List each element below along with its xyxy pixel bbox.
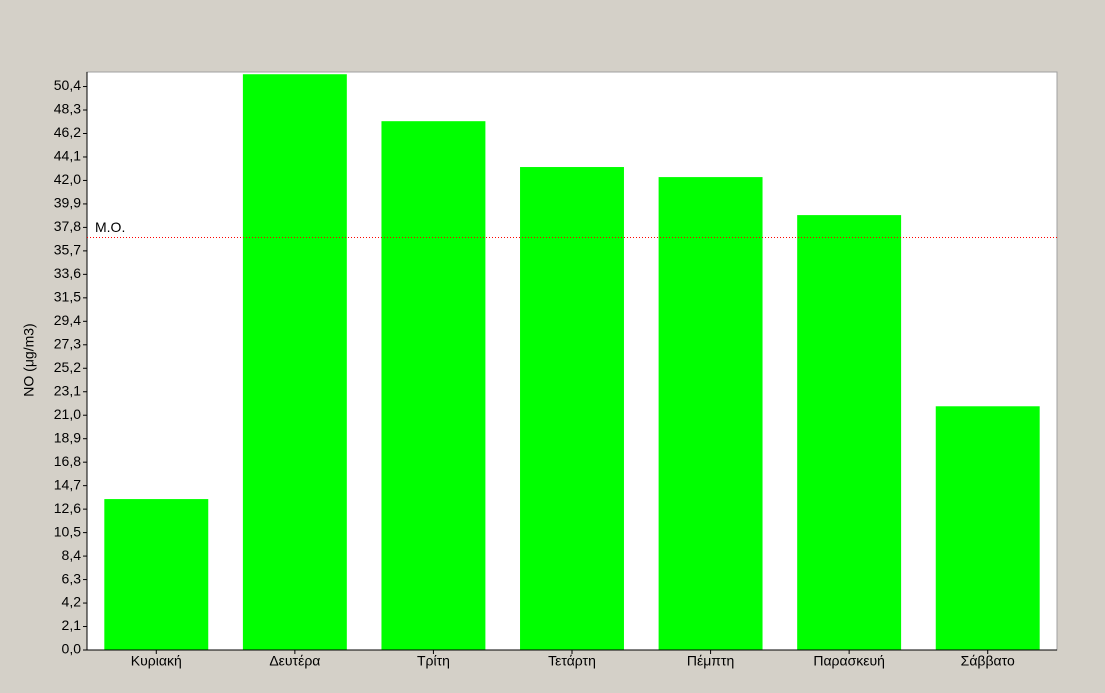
y-tick-label: 10,5 [54,523,81,539]
bar [658,177,763,650]
y-tick-label: 23,1 [54,382,81,398]
y-tick-label: 6,3 [62,570,82,586]
bar [381,121,486,651]
y-tick-label: 0,0 [62,641,82,657]
bar [935,406,1040,650]
bar [104,499,209,650]
y-axis-label: NO (μg/m3) [21,323,37,396]
y-tick-label: 16,8 [54,453,81,469]
y-tick-label: 44,1 [54,148,81,164]
y-tick-label: 14,7 [54,476,81,492]
bar [242,74,347,651]
mean-label: M.O. [95,219,125,235]
y-tick-label: 48,3 [54,101,81,117]
y-tick-label: 4,2 [62,594,82,610]
x-tick-label: Παρασκευή [813,653,885,669]
y-tick-label: 18,9 [54,429,81,445]
bar [520,167,624,651]
x-tick-label: Τετάρτη [548,653,596,669]
y-tick-label: 21,0 [54,406,81,422]
y-tick-label: 33,6 [54,265,81,281]
y-tick-label: 25,2 [54,359,81,375]
y-tick-label: 8,4 [62,547,82,563]
y-tick-label: 2,1 [62,617,82,633]
x-tick-label: Κυριακή [131,653,182,669]
y-tick-label: 31,5 [54,289,81,305]
y-tick-label: 27,3 [54,335,81,351]
y-tick-label: 35,7 [54,242,81,258]
x-tick-label: Δευτέρα [269,653,320,669]
x-tick-label: Τρίτη [417,653,450,669]
y-tick-label: 37,8 [54,218,81,234]
y-tick-label: 29,4 [54,312,81,328]
x-tick-label: Σάββατο [961,653,1015,669]
y-tick-label: 46,2 [54,124,81,140]
y-tick-label: 39,9 [54,195,81,211]
bar [797,215,902,650]
x-tick-label: Πέμπτη [687,653,734,669]
y-tick-label: 42,0 [54,171,81,187]
y-tick-label: 12,6 [54,500,81,516]
y-tick-label: 50,4 [54,77,81,93]
